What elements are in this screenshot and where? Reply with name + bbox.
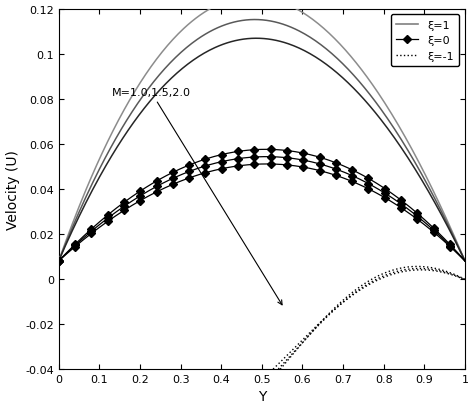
Text: M=1.0,1.5,2.0: M=1.0,1.5,2.0 — [111, 88, 282, 305]
Legend: ξ=1, ξ=0, ξ=-1: ξ=1, ξ=0, ξ=-1 — [391, 15, 459, 67]
X-axis label: Y: Y — [258, 389, 266, 403]
Y-axis label: Velocity (U): Velocity (U) — [6, 149, 19, 229]
